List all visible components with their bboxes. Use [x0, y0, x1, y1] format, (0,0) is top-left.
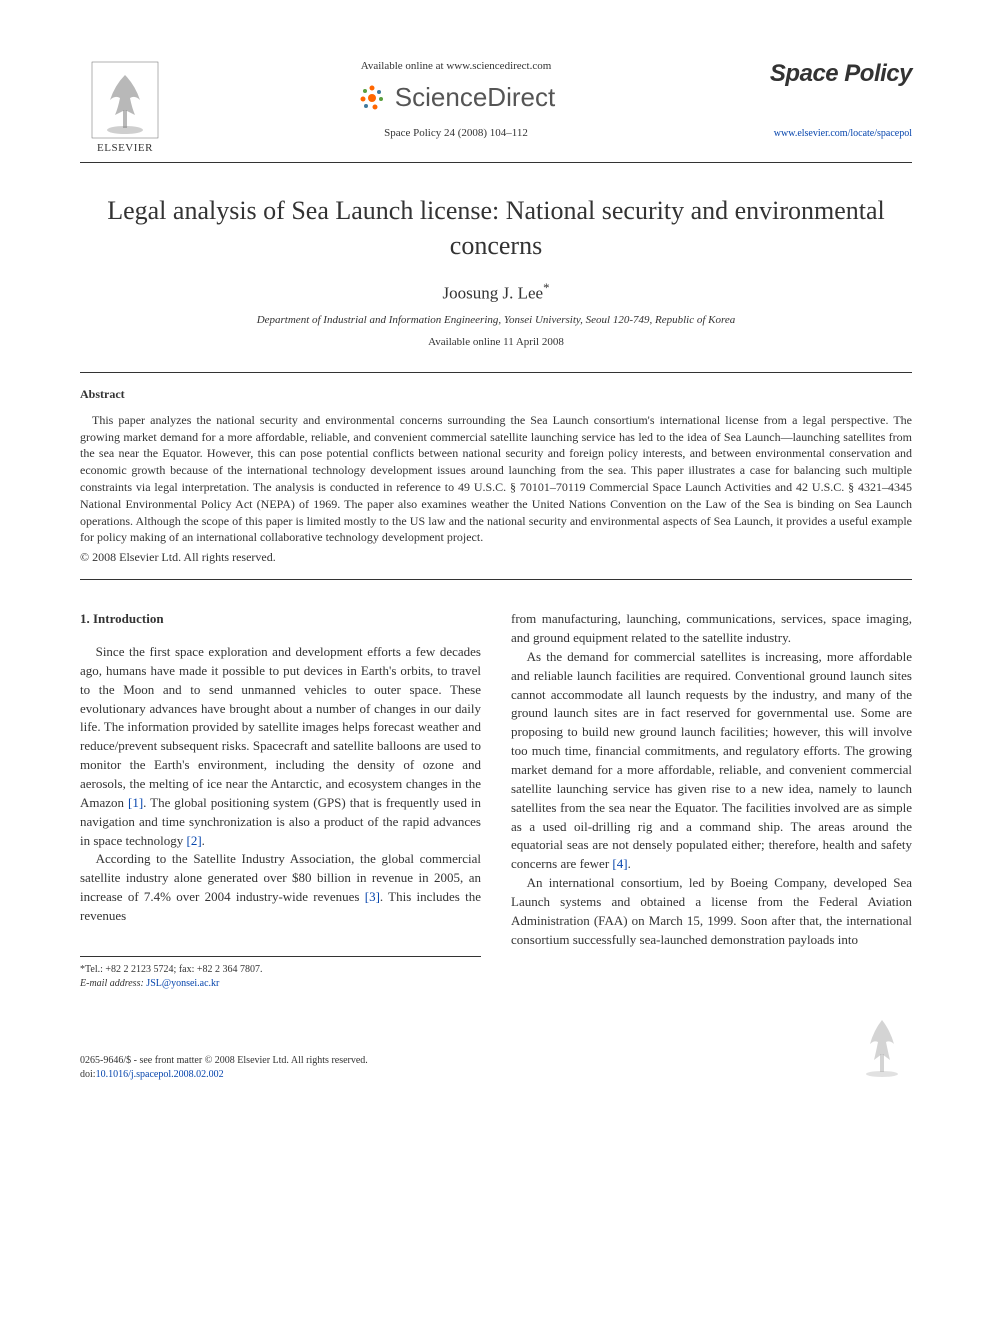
text-run: .: [202, 833, 205, 848]
center-header: Available online at www.sciencedirect.co…: [170, 60, 742, 139]
publication-date: Available online 11 April 2008: [80, 336, 912, 348]
corresponding-tel: *Tel.: +82 2 2123 5724; fax: +82 2 364 7…: [80, 963, 481, 978]
intro-para-1: Since the first space exploration and de…: [80, 643, 481, 850]
page-footer: 0265-9646/$ - see front matter © 2008 El…: [80, 1012, 912, 1082]
tel-value: +82 2 2123 5724: [105, 964, 173, 975]
intro-para-2-cont: from manufacturing, launching, communica…: [511, 610, 912, 648]
author-marker: *: [543, 281, 549, 295]
doi-link[interactable]: 10.1016/j.spacepol.2008.02.002: [96, 1069, 224, 1080]
journal-reference: Space Policy 24 (2008) 104–112: [190, 127, 722, 139]
doi-line: doi:10.1016/j.spacepol.2008.02.002: [80, 1068, 368, 1082]
body-two-column: 1. Introduction Since the first space ex…: [80, 610, 912, 992]
text-run: Since the first space exploration and de…: [80, 644, 481, 810]
fax-label: ; fax:: [174, 964, 197, 975]
doi-label: doi:: [80, 1069, 96, 1080]
header-row: ELSEVIER Available online at www.science…: [80, 60, 912, 154]
author-line: Joosung J. Lee*: [80, 281, 912, 304]
sciencedirect-brand: ScienceDirect: [190, 82, 722, 113]
email-link[interactable]: JSL@yonsei.ac.kr: [146, 978, 219, 989]
sciencedirect-wordmark: ScienceDirect: [395, 82, 555, 113]
intro-para-3: As the demand for commercial satellites …: [511, 648, 912, 874]
abstract-bottom-divider: [80, 579, 912, 580]
tel-label: *Tel.:: [80, 964, 105, 975]
abstract-top-divider: [80, 372, 912, 373]
abstract-heading: Abstract: [80, 387, 912, 402]
citation-link[interactable]: [4]: [612, 856, 627, 871]
abstract-copyright: © 2008 Elsevier Ltd. All rights reserved…: [80, 550, 912, 565]
available-online-text: Available online at www.sciencedirect.co…: [190, 60, 722, 72]
citation-link[interactable]: [1]: [128, 795, 143, 810]
intro-heading: 1. Introduction: [80, 610, 481, 629]
sciencedirect-burst-icon: [357, 83, 387, 113]
left-column: 1. Introduction Since the first space ex…: [80, 610, 481, 992]
elsevier-corner-logo-icon: [852, 1012, 912, 1082]
email-label: E-mail address:: [80, 978, 146, 989]
journal-url-link[interactable]: www.elsevier.com/locate/spacepol: [742, 128, 912, 139]
citation-link[interactable]: [2]: [187, 833, 202, 848]
intro-para-2: According to the Satellite Industry Asso…: [80, 850, 481, 925]
footnotes-block: *Tel.: +82 2 2123 5724; fax: +82 2 364 7…: [80, 956, 481, 992]
elsevier-label: ELSEVIER: [97, 142, 153, 154]
text-run: As the demand for commercial satellites …: [511, 649, 912, 871]
right-column: from manufacturing, launching, communica…: [511, 610, 912, 992]
intro-para-4: An international consortium, led by Boei…: [511, 874, 912, 949]
elsevier-publisher-block: ELSEVIER: [80, 60, 170, 154]
fax-value: +82 2 364 7807.: [197, 964, 263, 975]
corresponding-email: E-mail address: JSL@yonsei.ac.kr: [80, 977, 481, 992]
author-affiliation: Department of Industrial and Information…: [80, 314, 912, 326]
text-run: .: [628, 856, 631, 871]
author-name: Joosung J. Lee: [443, 284, 544, 303]
elsevier-tree-logo-icon: [90, 60, 160, 140]
issn-copyright-line: 0265-9646/$ - see front matter © 2008 El…: [80, 1054, 368, 1068]
article-title: Legal analysis of Sea Launch license: Na…: [80, 193, 912, 263]
journal-brand-block: Space Policy www.elsevier.com/locate/spa…: [742, 60, 912, 139]
journal-brand-title: Space Policy: [742, 60, 912, 88]
abstract-body: This paper analyzes the national securit…: [80, 412, 912, 546]
citation-link[interactable]: [3]: [365, 889, 380, 904]
doi-block: 0265-9646/$ - see front matter © 2008 El…: [80, 1054, 368, 1082]
header-divider: [80, 162, 912, 163]
